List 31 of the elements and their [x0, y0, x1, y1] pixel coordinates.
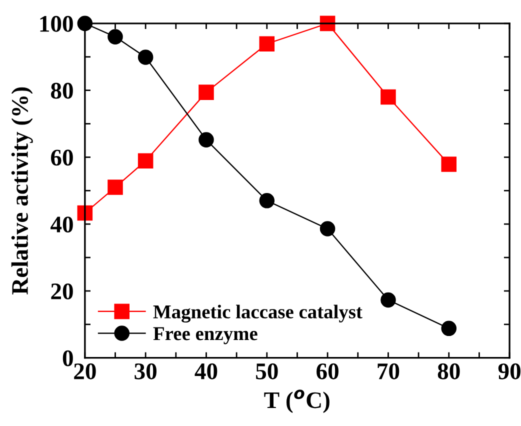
y-tick-label: 20	[51, 283, 73, 300]
y-tick-label: 100	[40, 16, 73, 32]
point	[108, 29, 123, 44]
point	[441, 156, 457, 172]
x-tick-label: 80	[438, 363, 460, 380]
point	[441, 320, 457, 336]
x-tick-label: 60	[316, 363, 338, 380]
x-tick-label: 90	[498, 363, 520, 380]
legend-label: Magnetic laccase catalyst	[153, 304, 362, 323]
x-tick-label: 30	[134, 363, 156, 380]
y-axis-title: Relative activity (%)	[11, 87, 33, 294]
y-tick-label: 80	[50, 82, 73, 99]
x-tick-label: 70	[378, 363, 400, 380]
y-tick-label: 40	[50, 216, 73, 232]
y-tick-label: 0	[62, 350, 73, 366]
point	[320, 221, 336, 236]
x-tick-label: 40	[194, 363, 218, 380]
point	[380, 292, 396, 308]
point	[259, 193, 275, 208]
point	[380, 89, 396, 105]
point	[259, 36, 275, 52]
point	[108, 180, 123, 195]
x-tick-label: 20	[74, 363, 96, 380]
x-axis-title: T ($^{o}$C)	[264, 390, 330, 413]
x-tick-label: 50	[256, 363, 278, 380]
legend-label: Free enzyme	[153, 327, 258, 344]
point	[198, 84, 214, 100]
point	[138, 50, 154, 65]
point	[138, 153, 154, 169]
y-tick-label: 60	[51, 150, 73, 166]
point	[198, 132, 214, 148]
